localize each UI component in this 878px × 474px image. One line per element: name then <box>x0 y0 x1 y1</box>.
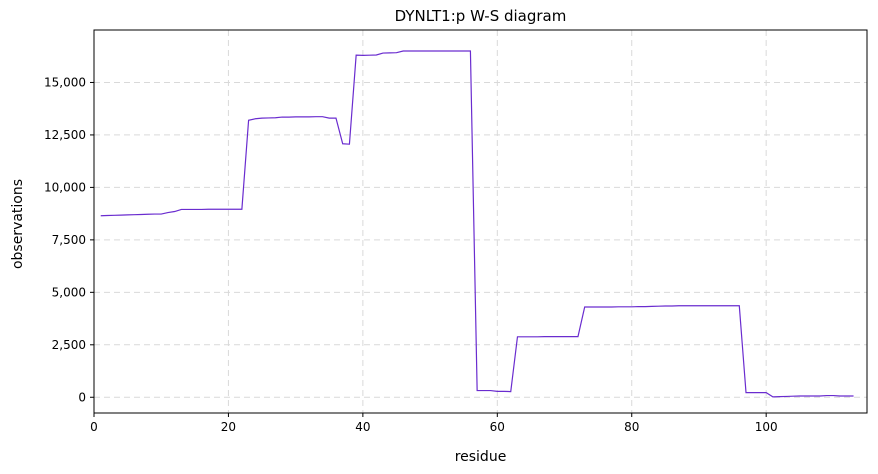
y-axis-label: observations <box>10 179 26 269</box>
x-axis-ticks: 0 20 40 60 80 100 <box>90 413 778 434</box>
y-tick-label: 10,000 <box>44 180 86 194</box>
y-tick-label: 5,000 <box>52 285 86 299</box>
x-tick-label: 40 <box>355 420 370 434</box>
y-tick-label: 2,500 <box>52 338 86 352</box>
plot-frame <box>93 29 868 414</box>
x-tick-label: 60 <box>490 420 505 434</box>
y-tick-label: 7,500 <box>52 233 86 247</box>
y-tick-label: 15,000 <box>44 75 86 89</box>
x-tick-label: 0 <box>90 420 98 434</box>
x-tick-label: 20 <box>221 420 236 434</box>
y-tick-label: 0 <box>78 390 86 404</box>
x-tick-label: 80 <box>624 420 639 434</box>
y-tick-label: 12,500 <box>44 128 86 142</box>
series-line <box>100 50 854 398</box>
x-tick-label: 100 <box>755 420 778 434</box>
grid-lines <box>93 30 867 413</box>
chart-title: DYNLT1:p W-S diagram <box>395 7 567 25</box>
x-axis-label: residue <box>455 449 507 465</box>
y-axis-ticks: 0 2,500 5,000 7,500 10,000 12,500 15,000 <box>44 75 94 404</box>
